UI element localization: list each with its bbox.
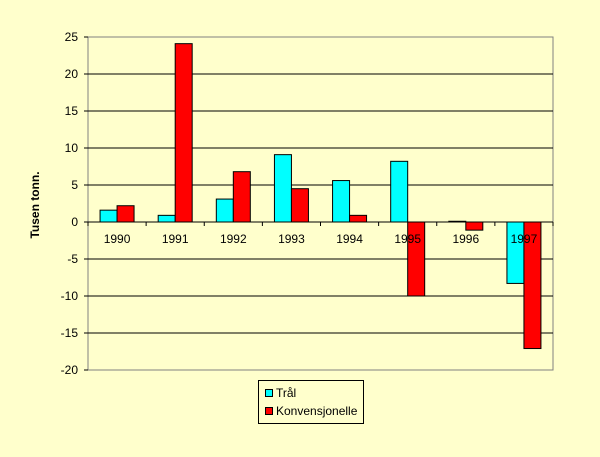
- y-tick-label: 0: [71, 215, 78, 229]
- x-tick-label: 1990: [104, 232, 131, 246]
- bar-trl-1992: [215, 198, 234, 223]
- bar-konvensjonelle-1990: [116, 205, 135, 223]
- bars: [99, 43, 542, 350]
- y-axis-label: Tusen tonn.: [28, 171, 42, 238]
- bar-konvensjonelle-1991: [174, 43, 193, 223]
- x-tick-label: 1992: [220, 232, 247, 246]
- x-tick-label: 1995: [394, 232, 421, 246]
- bar-trl-1994: [332, 180, 351, 223]
- bar-trl-1993: [273, 154, 292, 223]
- x-tick-label: 1996: [452, 232, 479, 246]
- bar-konvensjonelle-1994: [349, 214, 368, 223]
- legend-item-konvensjonelle: Konvensjonelle: [265, 402, 363, 420]
- bar-trl-1995: [390, 160, 409, 223]
- y-tick-label: -5: [67, 252, 78, 266]
- bar-konvensjonelle-1993: [290, 188, 309, 223]
- bar-trl-1990: [99, 209, 118, 223]
- x-axis-ticks: 1990 1991 1992 1993 1994 1995 1996 1997: [104, 232, 538, 246]
- bar-konvensjonelle-1992: [232, 171, 251, 223]
- x-tick-label: 1993: [278, 232, 305, 246]
- legend: Trål Konvensjonelle: [258, 380, 364, 424]
- zero-axis: [87, 221, 554, 226]
- y-tick-label: 25: [65, 30, 79, 44]
- legend-item-tral: Trål: [265, 384, 363, 402]
- y-tick-label: -20: [61, 363, 79, 377]
- bar-konvensjonelle-1996: [465, 221, 484, 231]
- legend-label-tral: Trål: [276, 386, 297, 400]
- y-tick-label: 20: [65, 67, 79, 81]
- y-tick-label: 10: [65, 141, 79, 155]
- y-tick-label: 15: [65, 104, 79, 118]
- legend-label-konvensjonelle: Konvensjonelle: [276, 404, 358, 418]
- y-tick-label: -10: [61, 289, 79, 303]
- legend-swatch-konvensjonelle: [265, 407, 273, 415]
- plot-area: [87, 36, 554, 371]
- legend-swatch-tral: [265, 389, 273, 397]
- y-tick-label: 5: [71, 178, 78, 192]
- x-tick-label: 1997: [511, 232, 538, 246]
- y-axis-ticks: 25 20 15 10 5 0 -5 -10 -15 -20: [61, 30, 88, 377]
- x-tick-label: 1994: [336, 232, 363, 246]
- x-tick-label: 1991: [162, 232, 189, 246]
- y-tick-label: -15: [61, 326, 79, 340]
- bar-trl-1991: [157, 214, 176, 223]
